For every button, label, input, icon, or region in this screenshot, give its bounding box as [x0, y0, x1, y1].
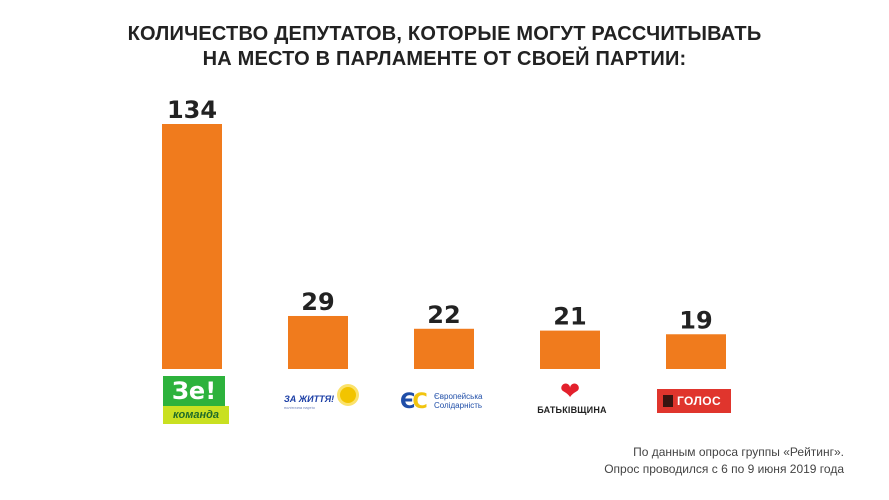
sun-icon	[340, 387, 356, 403]
es-logo-line-2: Солідарність	[434, 401, 483, 410]
bar-4	[540, 330, 600, 369]
chart-title: КОЛИЧЕСТВО ДЕПУТАТОВ, КОТОРЫЕ МОГУТ РАСС…	[0, 22, 889, 72]
es-logo-line-1: Європейська	[434, 392, 483, 401]
bar-5	[666, 334, 726, 369]
golos-square-icon	[663, 395, 673, 407]
data-label-5: 19	[679, 306, 712, 334]
batkivshchyna-logo-text: БАТЬКІВЩИНА	[537, 405, 607, 415]
european-solidarity-logo: ЄС Європейська Солідарність	[400, 388, 490, 414]
chart-title-line-1: КОЛИЧЕСТВО ДЕПУТАТОВ, КОТОРЫЕ МОГУТ РАСС…	[127, 23, 762, 45]
bar-3	[414, 328, 474, 369]
source-note-line-2: Опрос проводился с 6 по 9 июня 2019 года	[604, 462, 844, 476]
data-label-1: 134	[167, 96, 217, 124]
bar-1	[162, 124, 222, 369]
source-note: По данным опроса группы «Рейтинг». Опрос…	[604, 444, 844, 478]
data-label-2: 29	[301, 288, 334, 316]
data-label-4: 21	[553, 303, 586, 331]
batkivshchyna-logo: ❤ БАТЬКІВЩИНА	[534, 378, 610, 419]
es-mark-icon: ЄС	[400, 389, 430, 413]
za-zhyttia-logo-subtext: політична партія	[284, 405, 315, 410]
source-note-line-1: По данным опроса группы «Рейтинг».	[633, 445, 844, 459]
ze-komanda-logo: Зе! команда	[163, 376, 229, 424]
heart-icon: ❤	[559, 378, 581, 405]
es-mark-left: Є	[400, 389, 416, 413]
es-mark-right: С	[412, 389, 428, 413]
ze-logo-top: Зе!	[163, 376, 225, 406]
golos-logo-text: ГОЛОС	[677, 394, 722, 408]
data-label-3: 22	[427, 301, 460, 329]
ze-logo-bottom: команда	[163, 406, 229, 424]
golos-logo: ГОЛОС	[657, 389, 731, 413]
bar-2	[288, 315, 348, 369]
za-zhyttia-logo: ЗА ЖИТТЯ! політична партія	[284, 386, 364, 414]
za-zhyttia-logo-text: ЗА ЖИТТЯ!	[284, 394, 335, 404]
es-logo-text: Європейська Солідарність	[434, 392, 482, 410]
chart-title-line-2: НА МЕСТО В ПАРЛАМЕНТЕ ОТ СВОЕЙ ПАРТИИ:	[202, 48, 687, 70]
